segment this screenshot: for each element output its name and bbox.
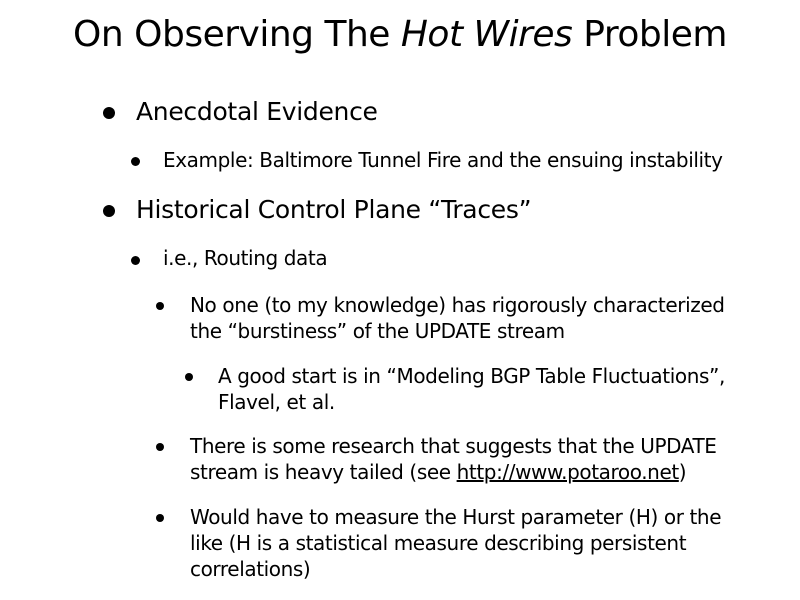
bullet-burstiness: No one (to my knowledge) has rigorously … [190, 292, 725, 344]
bullet-dot [103, 205, 115, 217]
bullet-good-start-line1: A good start is in “Modeling BGP Table F… [218, 364, 725, 388]
bullet-dot [156, 302, 164, 310]
bullet-good-start: A good start is in “Modeling BGP Table F… [218, 363, 725, 415]
potaroo-link[interactable]: http://www.potaroo.net [456, 460, 680, 484]
heavy-tailed-line2-prefix: stream is heavy tailed (see [190, 460, 457, 484]
bullet-good-start-line2: Flavel, et al. [218, 390, 335, 414]
heavy-tailed-line2-suffix: ) [678, 460, 687, 484]
bullet-heavy-tailed-line1: There is some research that suggests tha… [190, 434, 717, 458]
bullet-hurst-line2: like (H is a statistical measure describ… [190, 531, 687, 555]
bullet-hurst-line1: Would have to measure the Hurst paramete… [190, 505, 722, 529]
slide-title: On Observing The Hot Wires Problem [0, 14, 800, 55]
bullet-hurst-line3: correlations) [190, 557, 311, 581]
bullet-heavy-tailed-line2: stream is heavy tailed (see http://www.p… [190, 459, 717, 485]
bullet-dot [131, 256, 140, 265]
bullet-routing-data: i.e., Routing data [163, 246, 328, 270]
bullet-heavy-tailed: There is some research that suggests tha… [190, 433, 717, 485]
bullet-hurst-parameter: Would have to measure the Hurst paramete… [190, 504, 722, 582]
slide-title-suffix: Problem [572, 14, 727, 55]
bullet-burstiness-line1: No one (to my knowledge) has rigorously … [190, 293, 725, 317]
bullet-anecdotal-evidence: Anecdotal Evidence [136, 97, 378, 126]
slide-title-italic: Hot Wires [400, 14, 573, 55]
bullet-dot [185, 373, 193, 381]
bullet-dot [156, 514, 164, 522]
bullet-example-baltimore: Example: Baltimore Tunnel Fire and the e… [163, 148, 723, 172]
bullet-historical-traces: Historical Control Plane “Traces” [136, 195, 532, 224]
bullet-burstiness-line2: the “burstiness” of the UPDATE stream [190, 319, 565, 343]
slide-title-prefix: On Observing The [73, 14, 401, 55]
bullet-dot [156, 443, 164, 451]
bullet-dot [131, 157, 140, 166]
bullet-dot [103, 107, 115, 119]
